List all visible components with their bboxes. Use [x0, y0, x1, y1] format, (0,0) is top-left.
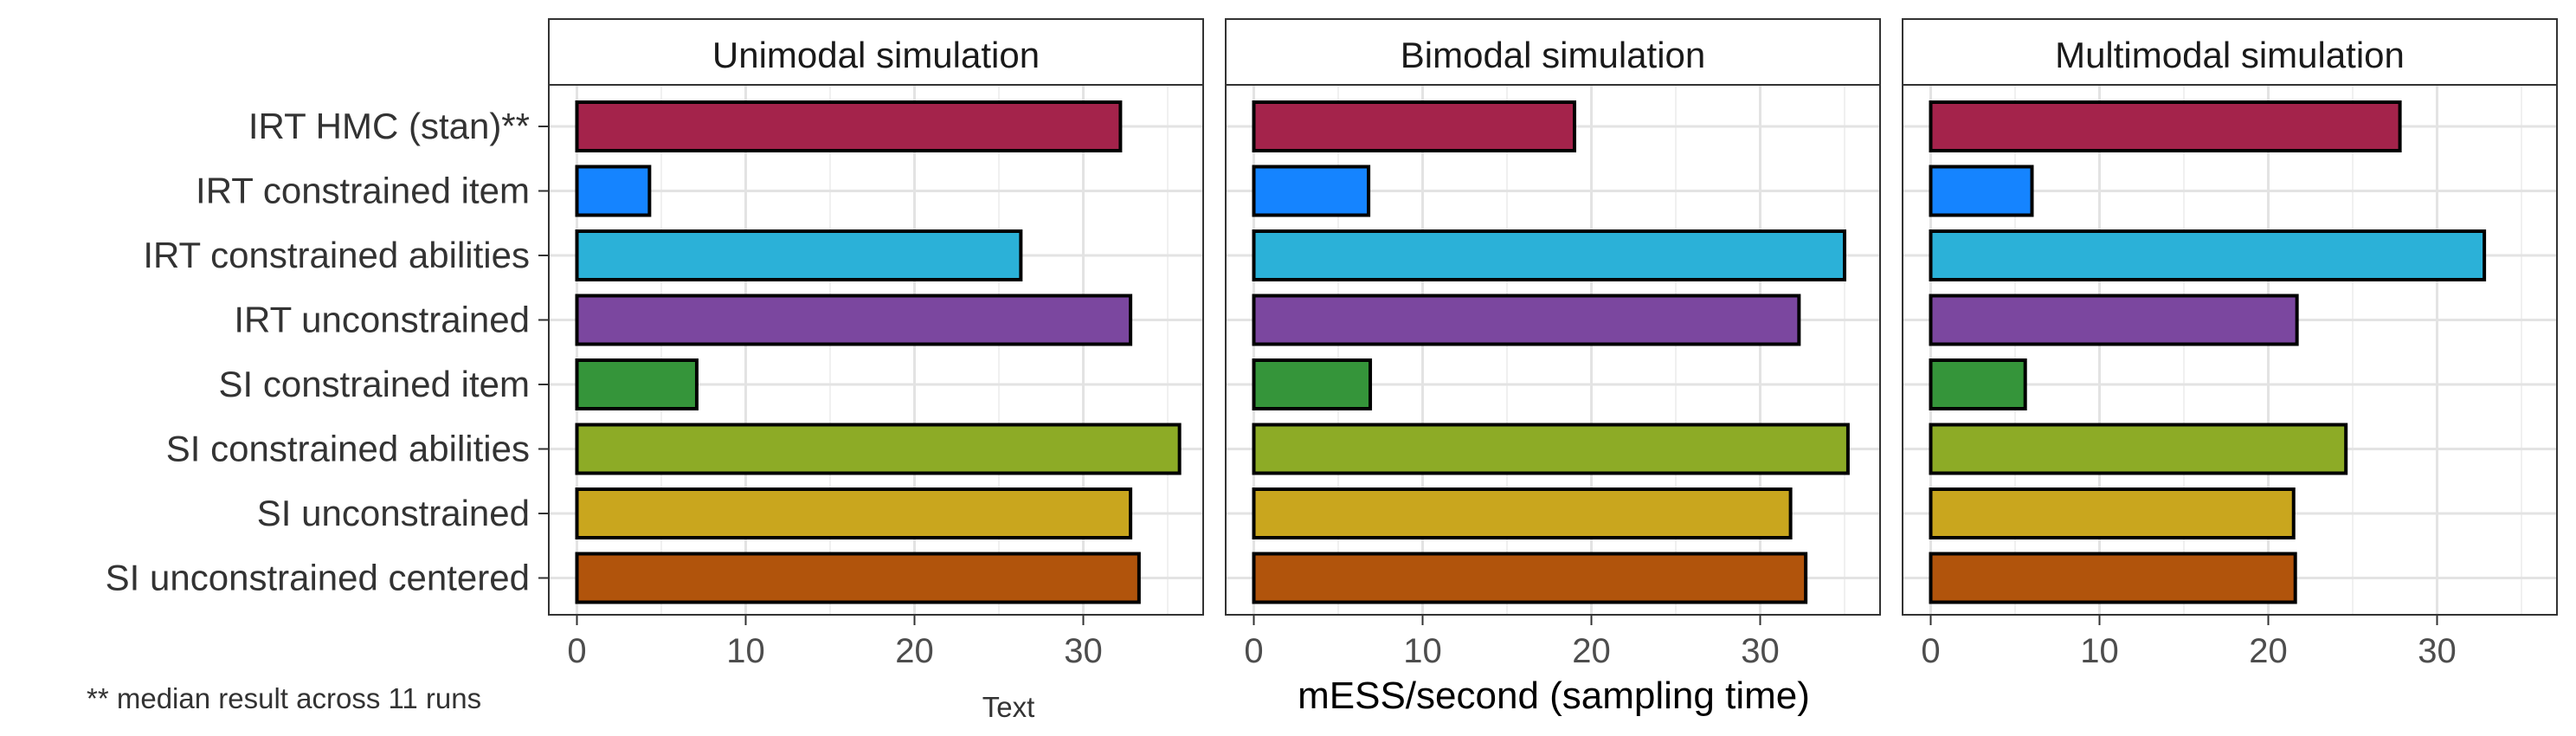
bar [1252, 552, 1808, 604]
bar [1929, 100, 2402, 152]
bar [1929, 294, 2299, 346]
x-tick-label: 10 [2080, 632, 2119, 670]
panel-title: Unimodal simulation [712, 35, 1040, 75]
footnote: ** median result across 11 runs [87, 682, 481, 714]
bar [1252, 487, 1793, 539]
bar [575, 487, 1133, 539]
panel-title: Bimodal simulation [1401, 35, 1706, 75]
bar [1929, 229, 2487, 281]
panel-2: Bimodal simulation 0 10 20 30 [1225, 18, 1881, 670]
x-tick-label: 30 [1064, 632, 1103, 670]
panel-border [548, 84, 1204, 616]
bar [1252, 294, 1801, 346]
bar [575, 100, 1123, 152]
text-label: Text [982, 691, 1035, 723]
y-tick-label: SI unconstrained [257, 493, 530, 533]
bar [575, 552, 1141, 604]
y-tick-label: IRT constrained item [196, 171, 530, 211]
panel-strip [1902, 18, 2558, 86]
panel-title: Multimodal simulation [2055, 35, 2405, 75]
y-tick-label: IRT constrained abilities [143, 235, 530, 275]
bar [575, 165, 652, 217]
bar [1252, 229, 1846, 281]
y-axis-labels: IRT HMC (stan)** IRT constrained item IRT … [106, 106, 549, 598]
bar [575, 229, 1023, 281]
x-tick-label: 20 [1572, 632, 1611, 670]
bar [1252, 165, 1371, 217]
bar [575, 294, 1133, 346]
x-tick-label: 10 [1403, 632, 1442, 670]
bar [575, 423, 1182, 475]
bar [1252, 423, 1850, 475]
panel-border [1225, 84, 1881, 616]
y-tick-label: SI constrained item [218, 364, 530, 404]
bar [1252, 358, 1373, 410]
x-tick-label: 30 [1741, 632, 1780, 670]
x-tick-label: 0 [567, 632, 586, 670]
bar [1929, 165, 2034, 217]
bar [1929, 423, 2348, 475]
y-tick-label: IRT HMC (stan)** [248, 106, 530, 146]
bar [1929, 552, 2297, 604]
x-axis-title: mESS/second (sampling time) [1298, 675, 1810, 717]
panel-3: Multimodal simulation 0 10 20 30 [1902, 18, 2558, 670]
panel-strip [1225, 18, 1881, 86]
panel-strip [548, 18, 1204, 86]
x-tick-label: 10 [726, 632, 765, 670]
panel-border [1902, 84, 2558, 616]
y-tick-label: SI constrained abilities [166, 429, 530, 469]
x-tick-label: 20 [2249, 632, 2288, 670]
bar [1929, 358, 2027, 410]
panel-1: Unimodal simulation 0 10 20 30 [548, 18, 1204, 670]
bar [575, 358, 699, 410]
x-tick-label: 0 [1921, 632, 1940, 670]
y-tick-label: SI unconstrained centered [106, 558, 530, 598]
bar [1252, 100, 1576, 152]
x-tick-label: 20 [895, 632, 934, 670]
x-tick-label: 30 [2418, 632, 2457, 670]
x-tick-label: 0 [1244, 632, 1263, 670]
bar [1929, 487, 2296, 539]
y-tick-label: IRT unconstrained [234, 300, 530, 340]
